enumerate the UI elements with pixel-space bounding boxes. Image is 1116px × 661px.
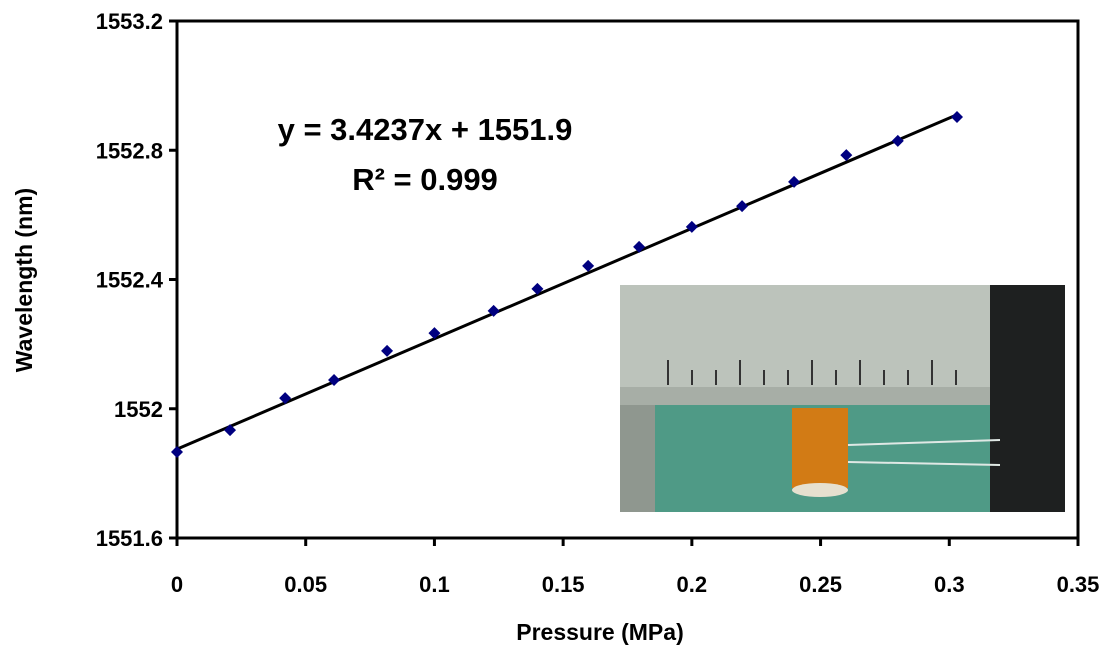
x-tick-label: 0 <box>171 572 183 597</box>
point <box>531 282 544 295</box>
y-tick-label: 1552.8 <box>96 138 163 163</box>
point <box>582 259 595 272</box>
point <box>171 446 183 459</box>
x-tick-label: 0.25 <box>799 572 842 597</box>
annotation: R² = 0.999 <box>352 162 498 197</box>
fit-line <box>176 113 958 451</box>
y-tick-label: 1551.6 <box>96 526 163 551</box>
x-tick-label: 0.05 <box>284 572 327 597</box>
point <box>224 424 237 437</box>
x-tick-label: 0.35 <box>1057 572 1100 597</box>
x-tick-label: 0.15 <box>542 572 585 597</box>
point <box>279 392 292 405</box>
annotation: y = 3.4237x + 1551.9 <box>278 112 573 147</box>
point <box>951 110 964 123</box>
x-tick-label: 0.1 <box>419 572 450 597</box>
point <box>328 373 341 386</box>
x-tick-label: 0.3 <box>934 572 965 597</box>
y-tick-label: 1552 <box>114 397 163 422</box>
y-tick-label: 1553.2 <box>96 9 163 34</box>
x-tick-label: 0.2 <box>677 572 708 597</box>
point <box>840 149 853 162</box>
point <box>633 240 646 253</box>
y-axis-title: Wavelength (nm) <box>11 188 37 372</box>
point <box>736 200 749 213</box>
x-axis-title: Pressure (MPa) <box>516 619 683 645</box>
y-tick-label: 1552.4 <box>96 268 164 293</box>
point <box>685 220 698 233</box>
point <box>428 327 441 340</box>
point <box>891 134 904 147</box>
point <box>381 344 394 357</box>
point <box>487 304 500 317</box>
photo-inset <box>620 285 1065 512</box>
point <box>788 175 801 188</box>
